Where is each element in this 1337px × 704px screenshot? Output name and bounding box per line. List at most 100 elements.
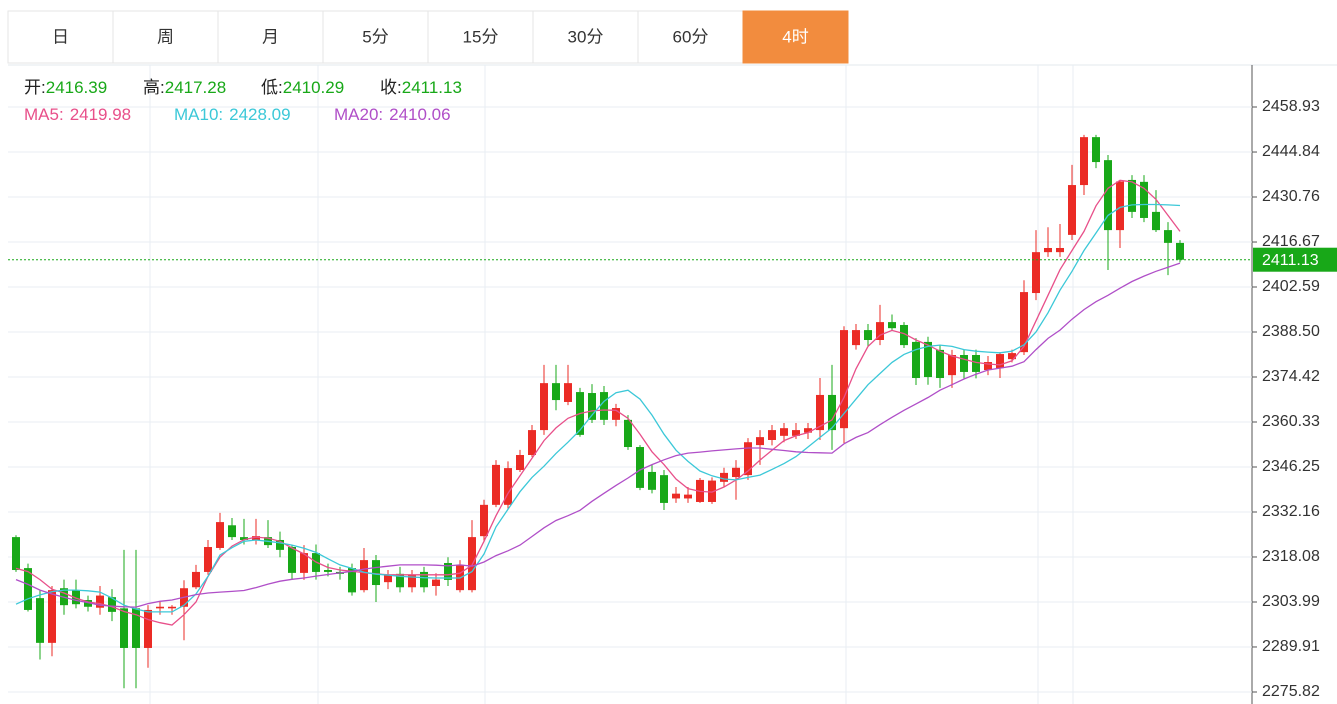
candle-body [984,362,992,371]
candle-body [228,525,236,538]
candle-body [540,383,548,431]
y-tick-label: 2458.93 [1262,98,1320,115]
candle-body [360,560,368,591]
candle-body [996,354,1004,369]
candle-body [960,355,968,372]
candle-body [792,430,800,436]
candle-body [828,394,836,431]
candle-body [144,609,152,648]
tab-label[interactable]: 4时 [782,27,808,46]
candle-body [1176,242,1184,260]
candle-body [1164,230,1172,243]
tab-label[interactable]: 30分 [568,27,604,46]
candle-body [444,562,452,580]
candle-body [1020,292,1028,353]
legend-entry: MA5: 2419.98 [24,105,131,124]
candle-body [120,608,128,648]
candle-body [528,430,536,456]
candle-body [816,394,824,431]
candle-body [972,355,980,372]
candle-body [780,428,788,436]
legend-entry: MA20: 2410.06 [334,105,451,124]
tab-label[interactable]: 60分 [673,27,709,46]
ohlc-value: 2416.39 [46,78,107,97]
candle-body [84,600,92,607]
tab-label[interactable]: 周 [157,27,174,46]
tab[interactable]: 5分 [322,10,429,64]
candle-body [588,393,596,420]
y-tick-label: 2416.67 [1262,233,1320,250]
y-tick-label: 2289.91 [1262,638,1320,655]
tab-label[interactable]: 日 [52,27,69,46]
candle-body [1116,181,1124,231]
candle-body [732,467,740,478]
tab-background[interactable] [532,10,639,64]
ohlc-value: 2411.13 [402,78,462,97]
candle-body [888,322,896,329]
candle-body [684,494,692,499]
candle-body [1032,252,1040,294]
candle-body [720,472,728,482]
tab-label[interactable]: 5分 [362,27,388,46]
candle-body [204,547,212,572]
candle-body [492,464,500,505]
candle-body [636,447,644,488]
candle-body [612,408,620,420]
tab[interactable]: 月 [217,10,324,64]
candle-body [768,430,776,440]
candle-body [936,349,944,379]
tab-background[interactable] [637,10,744,64]
candle-body [240,537,248,540]
tab[interactable]: 周 [112,10,219,64]
y-tick-label: 2318.08 [1262,548,1320,565]
tab[interactable]: 日 [7,10,114,64]
tab-background[interactable] [112,10,219,64]
tab[interactable]: 15分 [427,10,534,64]
candle-body [900,324,908,346]
legend-value: 2410.06 [389,105,450,124]
tab-label[interactable]: 月 [262,27,279,46]
candle-body [372,560,380,586]
candle-body [132,608,140,648]
candle-body [348,568,356,593]
candle-body [864,330,872,340]
candle-body [1068,185,1076,235]
candle-body [624,419,632,448]
candle-body [708,480,716,502]
candle-body [36,598,44,643]
candle-body [276,539,284,550]
candle-body [156,606,164,609]
ohlc-value: 2410.29 [283,78,344,97]
candle-body [432,579,440,586]
legend-value: 2428.09 [229,105,290,124]
candle-body [756,437,764,446]
tab-label[interactable]: 15分 [463,27,499,46]
legend-entry: MA10: 2428.09 [174,105,291,124]
tab[interactable]: 30分 [532,10,639,64]
tab[interactable]: 60分 [637,10,744,64]
y-tick-label: 2374.42 [1262,368,1320,385]
tab-background[interactable] [742,10,849,64]
candle-body [516,455,524,471]
candle-body [108,597,116,612]
tab-background[interactable] [427,10,534,64]
legend-name: MA10: [174,105,223,124]
y-tick-label: 2388.50 [1262,323,1320,340]
candle-body [24,568,32,610]
candle-body [552,383,560,401]
ohlc-header: 低:2410.29 [261,78,344,97]
time-dividers [149,65,1074,704]
tab[interactable]: 4时 [742,10,849,64]
candle-body [216,522,224,548]
candle-body [1128,179,1136,212]
candle-body [1056,247,1064,253]
candle-body [912,341,920,379]
candle-body [72,590,80,605]
ma-line [15,262,1181,608]
candle-body [192,571,200,588]
candle-body [300,553,308,573]
tab-background[interactable] [7,10,114,64]
tab-background[interactable] [322,10,429,64]
candle-body [672,493,680,499]
